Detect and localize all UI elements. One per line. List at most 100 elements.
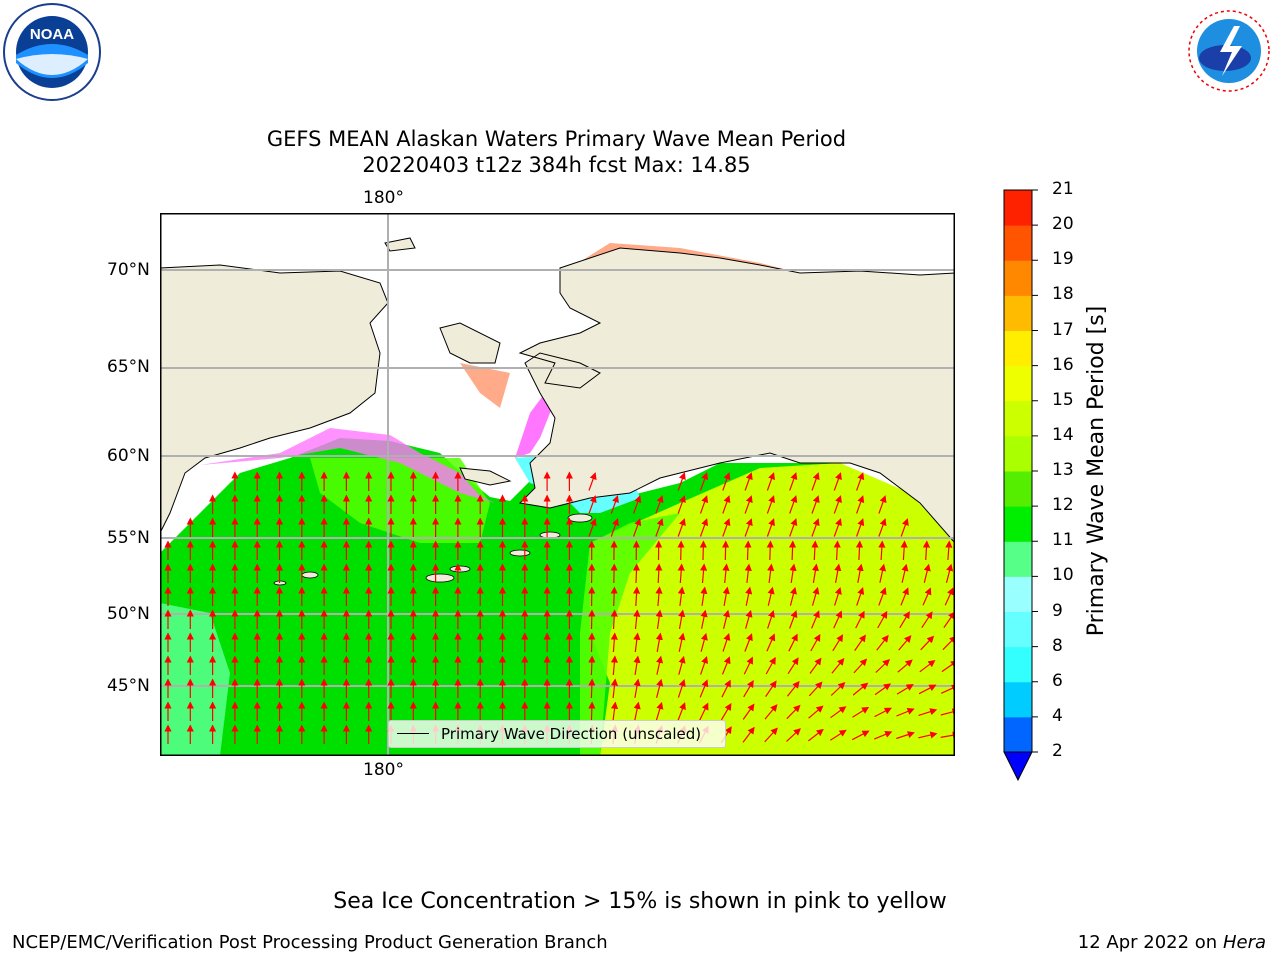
wave-arrow <box>875 659 891 673</box>
colorbar-tick-label: 19 <box>1052 249 1074 270</box>
wave-arrow <box>588 678 596 699</box>
wave-arrow <box>610 655 618 676</box>
wave-arrow <box>610 609 618 630</box>
footer-branch: NCEP/EMC/Verification Post Processing Pr… <box>12 932 608 953</box>
wave-arrow <box>852 682 869 696</box>
wave-arrow <box>874 683 892 696</box>
wave-arrow <box>878 495 887 514</box>
noaa-logo: NOAA <box>3 3 101 101</box>
wave-arrow <box>744 563 752 583</box>
footer-caption: Sea Ice Concentration > 15% is shown in … <box>333 889 947 914</box>
lat-label-60: 60°N <box>107 446 150 466</box>
wave-arrow <box>943 611 955 628</box>
wave-arrow <box>588 655 596 676</box>
wave-arrow <box>920 635 935 651</box>
colorbar-segment <box>1004 681 1032 718</box>
wave-arrow <box>742 726 755 743</box>
map-panel <box>160 213 955 756</box>
wave-arrow <box>788 633 798 652</box>
wave-arrow <box>700 609 708 629</box>
wave-arrow <box>610 586 618 607</box>
wave-arrow <box>677 586 686 606</box>
wave-arrow <box>831 658 845 674</box>
wave-arrow <box>588 518 597 537</box>
footer-date: 12 Apr 2022 on Hera <box>1078 932 1266 954</box>
wave-arrow <box>655 563 663 584</box>
wave-arrow <box>878 540 886 561</box>
wave-arrow <box>944 587 954 606</box>
wave-arrow <box>633 518 642 537</box>
wave-arrow <box>633 655 641 675</box>
wave-arrow <box>786 704 801 720</box>
colorbar-segment <box>1004 541 1032 577</box>
nws-logo <box>1180 2 1278 100</box>
wave-arrow <box>743 680 754 698</box>
wave-arrow <box>922 587 932 606</box>
colorbar-tick-label: 16 <box>1052 354 1074 375</box>
colorbar-segment <box>1004 646 1032 683</box>
wave-arrow <box>830 706 847 719</box>
colorbar-segment <box>1004 611 1032 648</box>
wave-arrow <box>633 701 641 721</box>
wave-arrow <box>811 610 820 629</box>
lat-label-45: 45°N <box>107 676 150 696</box>
wave-arrow <box>700 632 708 652</box>
wave-arrow <box>766 633 776 652</box>
lon-label-top: 180° <box>363 188 404 208</box>
wave-arrow <box>945 540 953 561</box>
wave-arrow <box>699 518 709 537</box>
wave-arrow <box>878 518 887 537</box>
wave-arrow <box>899 611 910 629</box>
land-alaska <box>518 247 955 544</box>
wave-arrow <box>699 679 709 698</box>
wave-arrow <box>678 609 686 630</box>
wave-arrow <box>853 658 868 674</box>
colorbar-tick-label: 18 <box>1052 284 1074 305</box>
wave-arrow <box>900 587 909 606</box>
wave-arrow <box>855 540 864 561</box>
wave-arrow <box>789 495 798 514</box>
lat-label-65: 65°N <box>107 357 150 377</box>
wave-direction-arrows <box>164 471 955 745</box>
wave-arrow <box>744 518 753 537</box>
wave-arrow <box>811 472 820 491</box>
colorbar-tick-label: 15 <box>1052 389 1074 410</box>
wave-arrow <box>876 634 889 651</box>
footer-date-text: 12 Apr 2022 on <box>1077 932 1223 953</box>
wave-arrow <box>809 657 822 674</box>
colorbar-tick-label: 6 <box>1052 670 1063 691</box>
wave-arrow <box>856 472 865 491</box>
colorbar-tick-label: 9 <box>1052 600 1063 621</box>
wave-arrow <box>767 586 775 606</box>
wave-arrow <box>808 681 823 697</box>
wave-arrow <box>764 704 778 720</box>
wave-arrow <box>945 563 954 583</box>
colorbar-segment <box>1004 400 1032 437</box>
colorbar-segment <box>1004 365 1032 402</box>
wave-arrow <box>856 586 865 606</box>
wave-arrow <box>723 609 731 629</box>
wave-arrow <box>852 706 870 718</box>
wave-arrow <box>829 729 847 741</box>
wave-arrow <box>874 707 892 718</box>
wave-arrow <box>765 656 776 675</box>
wave-arrow <box>699 702 709 721</box>
land-chukotka <box>160 264 389 534</box>
colorbar-segment <box>1004 576 1032 612</box>
wave-arrow <box>655 495 664 514</box>
legend-label: Primary Wave Direction (unscaled) <box>441 725 702 743</box>
colorbar-segment <box>1004 295 1032 331</box>
wave-arrow <box>787 657 799 675</box>
wave-arrow <box>633 678 641 699</box>
wave-arrow <box>677 702 686 721</box>
wave-arrow <box>940 684 955 694</box>
wave-arrow <box>677 563 685 584</box>
colorbar-segment <box>1004 435 1032 472</box>
wave-arrow <box>789 610 798 629</box>
wave-arrow <box>811 518 820 537</box>
colorbar-label: Primary Wave Mean Period [s] <box>1084 305 1109 637</box>
wave-arrow <box>830 682 846 696</box>
wave-arrow <box>789 472 798 491</box>
wave-arrow <box>811 563 819 583</box>
wave-arrow <box>834 586 842 606</box>
